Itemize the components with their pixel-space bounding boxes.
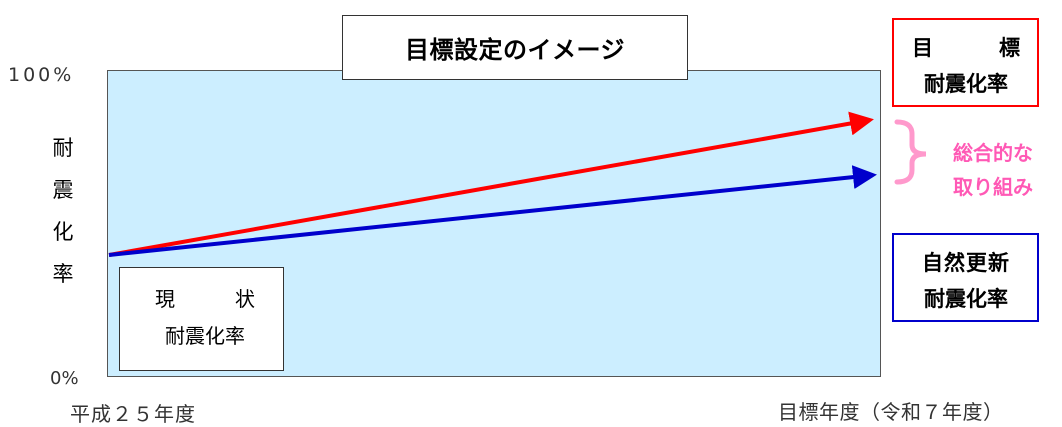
y-axis-max-label: 100% [8,64,75,86]
natural-rate-box: 自然更新 耐震化率 [892,233,1039,322]
current-rate-heading-char: 状 [235,287,255,311]
effort-label-line: 総合的な [953,141,1033,165]
current-rate-box: 現 状 耐震化率 [119,267,284,371]
x-axis-start-label: 平成２５年度 [70,402,196,426]
target-rate-heading-char: 目 [912,36,933,60]
y-axis-min-label: 0% [50,368,79,389]
target-rate-box: 目 標 耐震化率 [892,18,1039,107]
y-axis-title: 耐 震 化 率 [48,138,78,306]
diagram-title: 目標設定のイメージ [342,15,688,80]
current-rate-label: 耐震化率 [165,324,245,348]
effort-label-line: 取り組み [953,175,1033,199]
current-rate-heading: 現 状 [155,283,255,315]
y-axis-char: 震 [52,178,74,202]
current-rate-heading-char: 現 [155,287,175,311]
natural-rate-label: 耐震化率 [924,287,1008,311]
diagram-title-text: 目標設定のイメージ [404,36,626,64]
natural-rate-heading: 自然更新 [922,251,1010,275]
y-axis-char: 耐 [52,136,74,160]
y-axis-char: 率 [52,262,74,286]
curly-brace-icon [894,119,927,185]
x-axis-end-label: 目標年度（令和７年度） [778,400,1004,424]
target-rate-heading: 目 標 [912,32,1020,65]
target-rate-label: 耐震化率 [924,72,1008,96]
effort-label: 総合的な 取り組み [953,136,1033,204]
target-rate-heading-char: 標 [999,36,1020,60]
y-axis-char: 化 [52,220,74,244]
